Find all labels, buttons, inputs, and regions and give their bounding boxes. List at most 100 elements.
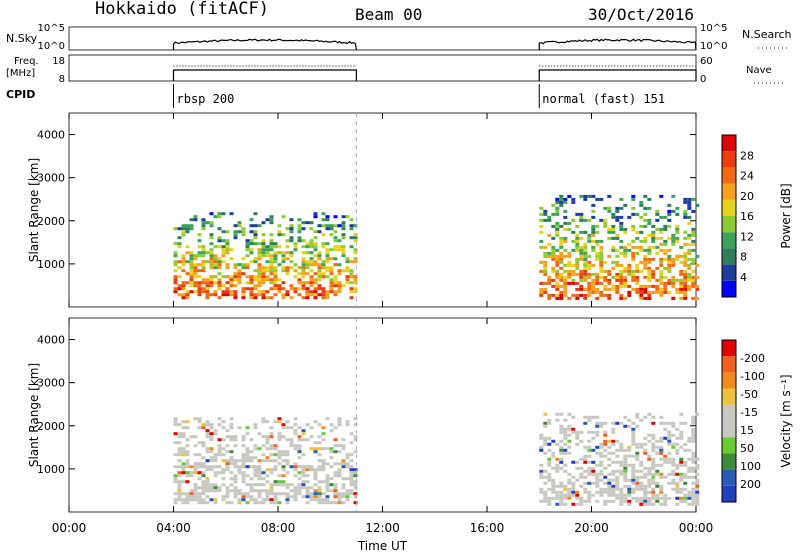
power-cell: [349, 218, 354, 222]
power-cell: [671, 278, 676, 282]
velocity-cell: [341, 492, 346, 496]
power-cell: [563, 236, 568, 240]
power-cell: [253, 269, 258, 273]
power-cell: [257, 263, 262, 267]
power-cell: [635, 278, 640, 282]
power-cell: [655, 212, 660, 216]
velocity-cell: [547, 496, 552, 500]
velocity-cell: [197, 417, 202, 421]
power-cell: [317, 272, 322, 276]
power-cell: [285, 245, 290, 249]
power-cell: [543, 287, 548, 291]
power-cell: [667, 224, 672, 228]
power-cell: [627, 263, 632, 267]
power-cell: [225, 287, 230, 291]
power-cell: [305, 251, 310, 255]
power-cell: [201, 269, 206, 273]
velocity-cell: [205, 465, 210, 469]
power-cell: [285, 227, 290, 231]
velocity-cell: [177, 495, 182, 499]
power-cell: [345, 281, 350, 285]
velocity-colorbar-cell: [722, 404, 736, 421]
velocity-cell: [691, 430, 696, 434]
velocity-cell: [599, 424, 604, 428]
velocity-cell: [181, 480, 186, 484]
power-cell: [285, 257, 290, 261]
power-cell: [261, 251, 266, 255]
velocity-cell: [185, 438, 190, 442]
velocity-cell: [281, 483, 286, 487]
velocity-cell: [193, 417, 198, 421]
power-cell: [651, 272, 656, 276]
velocity-cell: [225, 462, 230, 466]
velocity-cell: [309, 465, 314, 469]
power-cell: [623, 203, 628, 207]
velocity-cell: [281, 459, 286, 463]
power-cell: [261, 266, 266, 270]
velocity-cell: [643, 487, 648, 491]
power-cell: [257, 224, 262, 228]
velocity-cell: [265, 441, 270, 445]
power-cell: [237, 272, 242, 276]
power-cell: [277, 263, 282, 267]
velocity-cell: [285, 492, 290, 496]
velocity-cell: [309, 426, 314, 430]
velocity-cell: [559, 490, 564, 494]
power-cell: [249, 251, 254, 255]
power-cell: [337, 287, 342, 291]
power-cell: [579, 212, 584, 216]
power-cell: [353, 239, 358, 243]
power-cell: [197, 293, 202, 297]
power-cell: [217, 257, 222, 261]
velocity-cell: [193, 444, 198, 448]
velocity-cell: [177, 471, 182, 475]
velocity-cell: [341, 501, 346, 505]
velocity-cell: [245, 426, 250, 430]
power-cell: [679, 254, 684, 258]
velocity-cell: [177, 480, 182, 484]
power-cell: [309, 293, 314, 297]
power-cell: [205, 281, 210, 285]
power-cell: [265, 251, 270, 255]
power-cell: [647, 275, 652, 279]
velocity-cell: [651, 487, 656, 491]
velocity-cell: [313, 441, 318, 445]
velocity-cell: [547, 478, 552, 482]
power-cell: [185, 290, 190, 294]
power-cell: [611, 260, 616, 264]
velocity-cell: [213, 465, 218, 469]
velocity-cell: [317, 489, 322, 493]
power-cell: [281, 257, 286, 261]
power-cell: [221, 245, 226, 249]
velocity-cell: [687, 502, 692, 506]
velocity-cell: [543, 451, 548, 455]
velocity-cell: [217, 450, 222, 454]
power-cell: [691, 275, 696, 279]
velocity-cell: [559, 445, 564, 449]
power-cell: [241, 293, 246, 297]
velocity-cell: [643, 484, 648, 488]
velocity-cell: [631, 430, 636, 434]
velocity-cell: [587, 454, 592, 458]
velocity-cell: [555, 493, 560, 497]
power-cell: [675, 206, 680, 210]
velocity-colorbar-frame: [721, 339, 737, 503]
power-cell: [325, 257, 330, 261]
velocity-colorbar-cell: [722, 485, 736, 502]
power-cell: [551, 224, 556, 228]
power-cell: [309, 242, 314, 246]
power-cell: [603, 287, 608, 291]
velocity-cell: [181, 435, 186, 439]
power-cell: [663, 275, 668, 279]
velocity-cell: [651, 502, 656, 506]
velocity-cell: [229, 423, 234, 427]
velocity-cell: [181, 462, 186, 466]
power-cell: [587, 218, 592, 222]
velocity-cell: [193, 495, 198, 499]
velocity-cell: [285, 471, 290, 475]
power-cell: [587, 293, 592, 297]
velocity-cell: [205, 450, 210, 454]
power-cell: [539, 230, 544, 234]
velocity-cell: [655, 472, 660, 476]
power-cell: [281, 293, 286, 297]
